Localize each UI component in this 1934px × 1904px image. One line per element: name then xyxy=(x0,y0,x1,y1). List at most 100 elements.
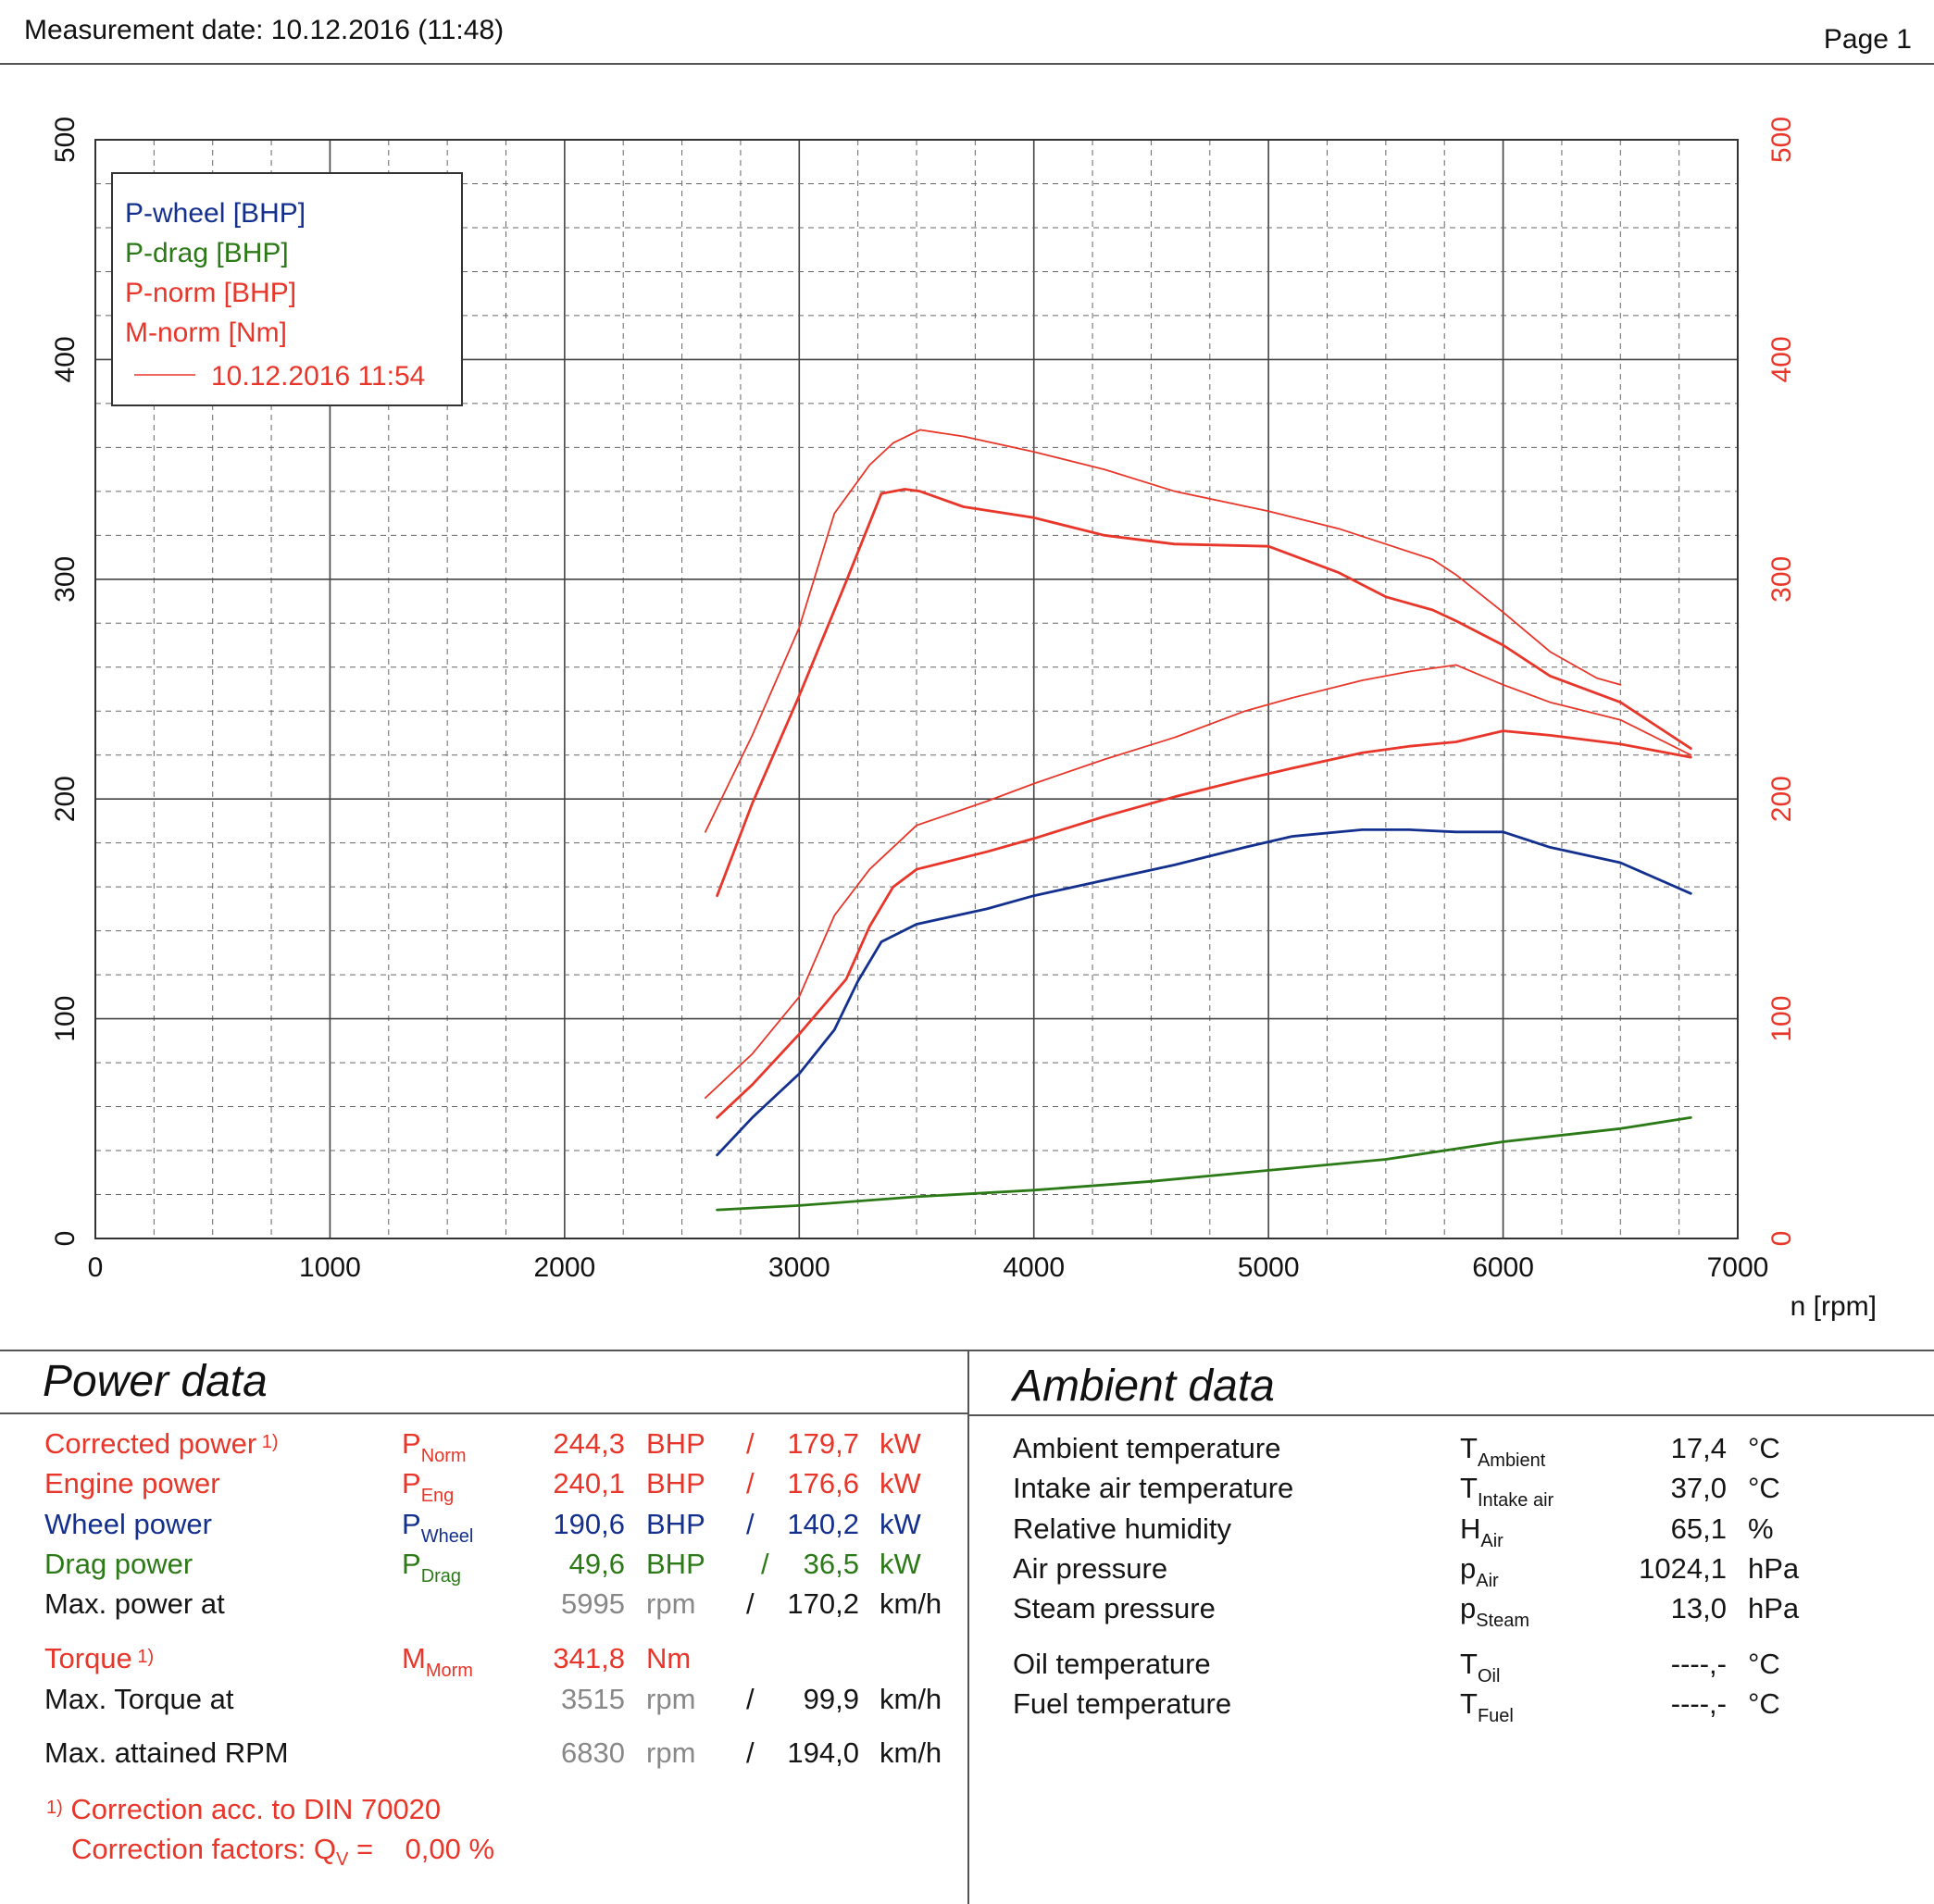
power-row-value-2: 176,6 xyxy=(787,1467,859,1500)
header-divider xyxy=(0,63,1934,65)
ambient-row-symbol: pSteam xyxy=(1460,1592,1530,1631)
power-row-unit-2: kW xyxy=(880,1548,921,1580)
power-row-value-2: 36,5 xyxy=(803,1548,859,1580)
power-row-unit-1: BHP xyxy=(646,1508,705,1540)
y-left-tick-label: 100 xyxy=(50,996,81,1042)
power-row-unit-2: km/h xyxy=(880,1736,942,1769)
legend-run-label: 10.12.2016 11:54 xyxy=(211,361,425,392)
y-left-tick-label: 0 xyxy=(50,1231,81,1247)
series-line-2 xyxy=(716,729,1692,1119)
power-row-separator: / xyxy=(746,1587,755,1620)
chart-legend: P-wheel [BHP] P-drag [BHP] P-norm [BHP] M-n… xyxy=(111,172,463,406)
power-row-label: Corrected power 1) xyxy=(44,1427,279,1460)
legend-item-3: M-norm [Nm] xyxy=(125,317,287,348)
x-tick-label: 2000 xyxy=(533,1252,595,1283)
power-row-symbol: MMorm xyxy=(402,1642,473,1681)
ambient-row-label: Relative humidity xyxy=(1013,1512,1232,1545)
y-right-tick-label: 400 xyxy=(1766,336,1797,382)
power-row-symbol: PWheel xyxy=(402,1508,474,1547)
power-row-label: Max. attained RPM xyxy=(44,1736,289,1769)
y-left-tick-label: 200 xyxy=(50,776,81,822)
ambient-row-unit: °C xyxy=(1748,1687,1780,1720)
measurement-date: Measurement date: 10.12.2016 (11:48) xyxy=(24,15,505,45)
power-row-symbol: PDrag xyxy=(402,1548,462,1587)
power-row-unit-1: rpm xyxy=(646,1736,696,1769)
x-tick-label: 4000 xyxy=(1003,1252,1065,1283)
y-left-tick-label: 500 xyxy=(50,117,81,163)
x-tick-label: 1000 xyxy=(299,1252,361,1283)
power-row-value-2: 140,2 xyxy=(787,1508,859,1540)
page-number: Page 1 xyxy=(1823,24,1912,55)
footnote-text: Correction acc. to DIN 70020 xyxy=(70,1793,442,1825)
y-left-tick-label: 300 xyxy=(50,556,81,603)
y-right-tick-label: 0 xyxy=(1766,1231,1797,1247)
power-row-value-1: 6830 xyxy=(561,1736,625,1769)
ambient-row-value: 37,0 xyxy=(1670,1472,1727,1504)
ambient-row-value: ----,- xyxy=(1670,1687,1727,1720)
ambient-data-title: Ambient data xyxy=(1013,1362,1275,1411)
power-row-value-2: 179,7 xyxy=(787,1427,859,1460)
power-row-symbol: PNorm xyxy=(402,1427,467,1466)
power-data-title: Power data xyxy=(43,1357,268,1406)
ambient-row-unit: % xyxy=(1748,1512,1774,1545)
power-row-label: Engine power xyxy=(44,1467,220,1500)
power-row-label: Drag power xyxy=(44,1548,193,1580)
power-row-value-1: 3515 xyxy=(561,1683,625,1715)
power-row-separator: / xyxy=(746,1508,755,1540)
ambient-row-unit: °C xyxy=(1748,1648,1780,1680)
legend-item-1: P-drag [BHP] xyxy=(125,238,289,268)
power-row-value-1: 341,8 xyxy=(553,1642,625,1674)
ambient-row-symbol: TFuel xyxy=(1460,1687,1514,1726)
footnote-ref: 1) xyxy=(131,1647,155,1667)
power-row-value-2: 99,9 xyxy=(803,1683,859,1715)
power-row-value-1: 5995 xyxy=(561,1587,625,1620)
ambient-row-value: 13,0 xyxy=(1670,1592,1727,1624)
x-tick-label: 6000 xyxy=(1472,1252,1534,1283)
x-tick-label: 7000 xyxy=(1707,1252,1769,1283)
ambient-row-value: 1024,1 xyxy=(1639,1552,1727,1585)
power-row-label: Max. Torque at xyxy=(44,1683,234,1715)
legend-item-2: P-norm [BHP] xyxy=(125,278,296,308)
correction-value: = 0,00 % xyxy=(348,1833,495,1865)
ambient-row-symbol: TIntake air xyxy=(1460,1472,1554,1511)
series-line-5 xyxy=(705,429,1622,833)
y-left-tick-label: 400 xyxy=(50,336,81,382)
y-right-tick-label: 500 xyxy=(1766,117,1797,163)
power-row-unit-2: kW xyxy=(880,1427,921,1460)
ambient-row-label: Oil temperature xyxy=(1013,1648,1211,1680)
power-row-label: Max. power at xyxy=(44,1587,225,1620)
power-row-unit-1: rpm xyxy=(646,1683,696,1715)
power-row-unit-1: Nm xyxy=(646,1642,692,1674)
power-row-unit-2: kW xyxy=(880,1467,921,1500)
power-row-label: Torque 1) xyxy=(44,1642,155,1674)
power-row-symbol: PEng xyxy=(402,1467,455,1506)
series-line-4 xyxy=(716,488,1692,898)
power-row-value-1: 49,6 xyxy=(568,1548,625,1580)
correction-label: Correction factors: Q xyxy=(71,1833,336,1865)
series-line-3 xyxy=(705,664,1692,1099)
ambient-row-unit: °C xyxy=(1748,1472,1780,1504)
ambient-row-label: Steam pressure xyxy=(1013,1592,1216,1624)
power-row-value-2: 194,0 xyxy=(787,1736,859,1769)
ambient-row-label: Fuel temperature xyxy=(1013,1687,1232,1720)
ambient-row-symbol: HAir xyxy=(1460,1512,1504,1551)
series-line-1 xyxy=(716,1116,1692,1212)
footnote-mark: 1) xyxy=(46,1798,63,1818)
power-row-label: Wheel power xyxy=(44,1508,212,1540)
power-row-value-2: 170,2 xyxy=(787,1587,859,1620)
power-row-separator: / xyxy=(761,1548,769,1580)
ambient-row-unit: hPa xyxy=(1748,1592,1800,1624)
section-divider-vertical xyxy=(967,1350,969,1904)
ambient-row-label: Ambient temperature xyxy=(1013,1432,1281,1464)
correction-sub: V xyxy=(335,1849,349,1871)
section-divider-top xyxy=(0,1350,1934,1351)
power-row-unit-2: km/h xyxy=(880,1587,942,1620)
power-row-separator: / xyxy=(746,1427,755,1460)
y-right-tick-label: 200 xyxy=(1766,776,1797,822)
chart-series xyxy=(705,429,1692,1212)
power-row-unit-1: BHP xyxy=(646,1467,705,1500)
power-row-unit-2: km/h xyxy=(880,1683,942,1715)
ambient-row-symbol: TOil xyxy=(1460,1648,1501,1686)
